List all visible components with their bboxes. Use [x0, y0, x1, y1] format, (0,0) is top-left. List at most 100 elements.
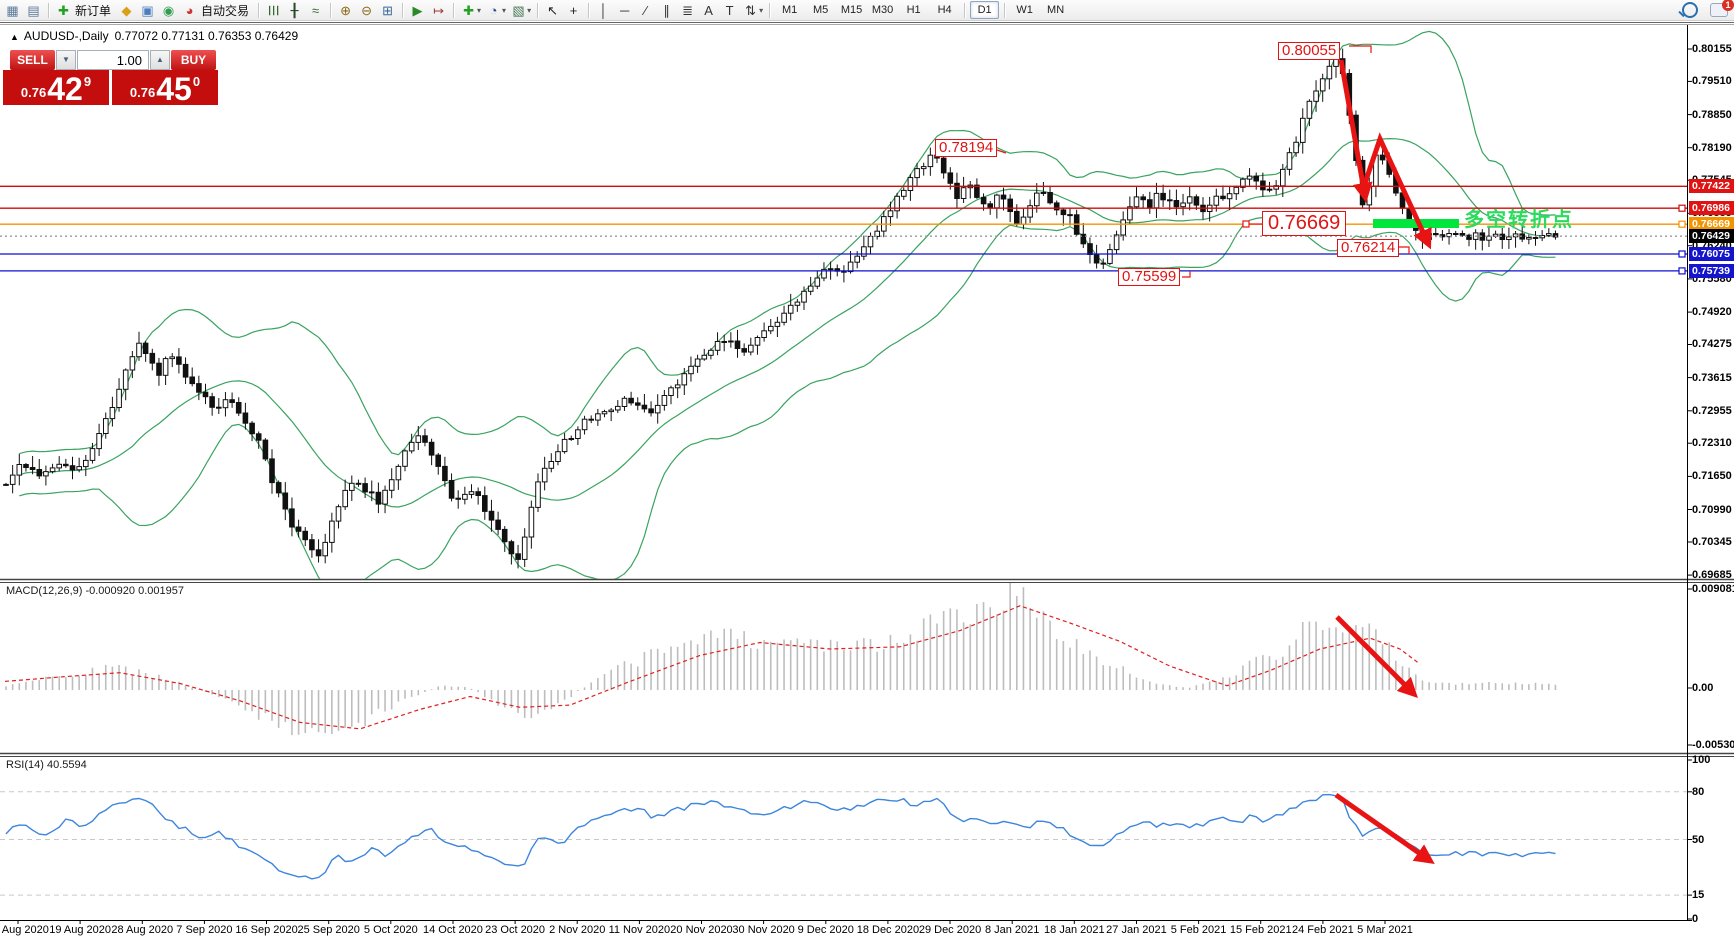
timeframe-m30-button[interactable]: M30 [871, 4, 894, 16]
price-axis-label: 0.70345 [1692, 535, 1732, 548]
periods-icon-dropdown[interactable]: ▾ [502, 5, 507, 15]
price-level-badge: 0.76986 [1689, 201, 1734, 216]
rsi-axis-label: 0 [1692, 913, 1699, 925]
toolbar-separator [537, 2, 539, 18]
text-icon[interactable]: A [704, 2, 713, 18]
signals-icon[interactable]: ◉ [162, 2, 175, 18]
price-axis-label: 0.78190 [1692, 141, 1732, 154]
buy-button[interactable]: BUY [171, 50, 216, 70]
timeframe-d1-button[interactable]: D1 [970, 1, 1000, 19]
arrows-tool-icon[interactable]: ⇅ [745, 2, 757, 18]
periods-icon[interactable]: ◔ [489, 2, 498, 18]
line-chart-icon[interactable]: ≈ [311, 2, 320, 18]
date-axis-label: 8 Jan 2021 [984, 924, 1040, 936]
date-axis-label: 19 Aug 2020 [49, 924, 112, 936]
zoom-out-icon[interactable]: ⊖ [361, 2, 372, 18]
buy-price-main: 45 [156, 70, 192, 107]
price-axis-label: 0.74920 [1692, 306, 1732, 319]
date-axis-label: 10 Aug 2020 [0, 924, 49, 936]
date-axis-label: 5 Oct 2020 [363, 924, 418, 936]
price-level-badge: 0.75739 [1689, 263, 1734, 278]
volume-input[interactable] [77, 50, 149, 70]
chart-area[interactable] [0, 27, 1687, 920]
chart-shift-icon[interactable]: ↦ [433, 2, 444, 18]
label-icon[interactable]: T [725, 2, 734, 18]
volume-down-button[interactable]: ▼ [56, 50, 76, 70]
toolbar-separator [769, 2, 771, 18]
autotrading-icon-label[interactable]: 自动交易 [201, 3, 250, 18]
tile-windows-icon[interactable]: ⊞ [382, 2, 393, 18]
data-window-icon[interactable]: ▤ [27, 2, 40, 18]
templates-icon[interactable]: ▧ [512, 2, 525, 18]
price-axis-label: 0.69685 [1692, 569, 1732, 582]
new-order-icon[interactable]: ✚ [58, 2, 69, 18]
vertical-line-icon[interactable]: │ [599, 2, 608, 18]
timeframe-h4-button[interactable]: H4 [937, 4, 952, 16]
sell-price-button[interactable]: 0.76 42 9 [3, 70, 109, 105]
volume-up-button[interactable]: ▲ [150, 50, 170, 70]
sell-price-prefix: 0.76 [20, 85, 47, 100]
price-axis-label: 0.73615 [1692, 371, 1732, 384]
zoom-in-icon[interactable]: ⊕ [340, 2, 351, 18]
date-axis-label: 29 Dec 2020 [918, 924, 982, 936]
metaeditor-icon[interactable]: ◆ [121, 2, 132, 18]
rsi-axis-label: 100 [1692, 754, 1711, 766]
buy-price-prefix: 0.76 [129, 85, 156, 100]
autotrading-icon[interactable]: ◕ [185, 2, 194, 18]
terminal-icon[interactable]: ▣ [141, 2, 154, 18]
buy-price-button[interactable]: 0.76 45 0 [112, 70, 218, 105]
date-axis-label: 14 Oct 2020 [422, 924, 483, 936]
buy-price-pip: 0 [192, 74, 201, 89]
price-annotation-box: 0.76214 [1337, 239, 1400, 257]
fibonacci-icon[interactable]: ≣ [682, 2, 694, 18]
sell-price-main: 42 [47, 70, 83, 107]
ohlc-values: 0.77072 0.77131 0.76353 0.76429 [114, 29, 299, 43]
toolbar-separator [453, 2, 455, 18]
sell-price-pip: 9 [83, 74, 92, 89]
price-annotation-box: 0.75599 [1118, 268, 1181, 286]
timeframe-mn-button[interactable]: MN [1047, 4, 1065, 16]
price-axis-label: 0.78850 [1692, 108, 1732, 121]
price-level-badge: 0.77422 [1689, 179, 1734, 194]
price-axis-label: 0.72310 [1692, 437, 1732, 450]
market-watch-icon[interactable]: ▦ [6, 2, 19, 18]
chart-title: ▲ AUDUSD-,Daily 0.77072 0.77131 0.76353 0.… [10, 29, 298, 43]
toolbar-separator [964, 2, 966, 18]
date-axis-label: 24 Feb 2021 [1291, 924, 1354, 936]
horizontal-line-icon[interactable]: ─ [619, 2, 630, 18]
timeframe-h1-button[interactable]: H1 [906, 4, 921, 16]
date-axis-label: 20 Nov 2020 [670, 924, 733, 936]
timeframe-m1-button[interactable]: M1 [781, 4, 798, 16]
new-order-icon-label[interactable]: 新订单 [75, 3, 112, 18]
price-annotation-box: 0.76669 [1262, 211, 1347, 236]
sell-button[interactable]: SELL [10, 50, 55, 70]
indicators-icon[interactable]: ✚ [463, 2, 474, 18]
equidistant-channel-icon[interactable]: ∥ [663, 2, 670, 18]
price-axis-label: 0.74275 [1692, 338, 1732, 351]
arrows-tool-icon-dropdown[interactable]: ▾ [759, 5, 764, 15]
notifications-icon[interactable]: 1 [1710, 0, 1734, 17]
candlestick-chart-icon[interactable]: ╂ [290, 2, 299, 18]
timeframe-m5-button[interactable]: M5 [812, 4, 829, 16]
bull-bear-turning-point-label: 多空转折点 [1464, 209, 1574, 231]
toolbar-separator [402, 2, 404, 18]
cursor-icon[interactable]: ↖ [547, 2, 559, 18]
collapse-triangle-icon[interactable]: ▲ [10, 32, 19, 42]
price-axis-label: 0.70990 [1692, 503, 1732, 516]
bar-chart-icon[interactable]: ☰ [266, 4, 282, 16]
date-axis-label: 7 Sep 2020 [176, 924, 233, 936]
date-axis-label: 18 Jan 2021 [1044, 924, 1105, 936]
timeframe-w1-button[interactable]: W1 [1016, 4, 1033, 16]
symbol-period-label: AUDUSD-,Daily [23, 29, 109, 43]
search-icon[interactable] [1682, 2, 1698, 18]
templates-icon-dropdown[interactable]: ▾ [527, 5, 532, 15]
toolbar-separator [1004, 2, 1006, 18]
crosshair-icon[interactable]: + [569, 2, 578, 18]
indicators-icon-dropdown[interactable]: ▾ [477, 5, 482, 15]
auto-scroll-icon[interactable]: ▶ [412, 2, 423, 18]
date-axis-label: 27 Jan 2021 [1106, 924, 1167, 936]
macd-axis-label: 0.00 [1692, 682, 1714, 694]
trendline-icon[interactable]: ∕ [644, 2, 647, 18]
timeframe-m15-button[interactable]: M15 [840, 4, 863, 16]
